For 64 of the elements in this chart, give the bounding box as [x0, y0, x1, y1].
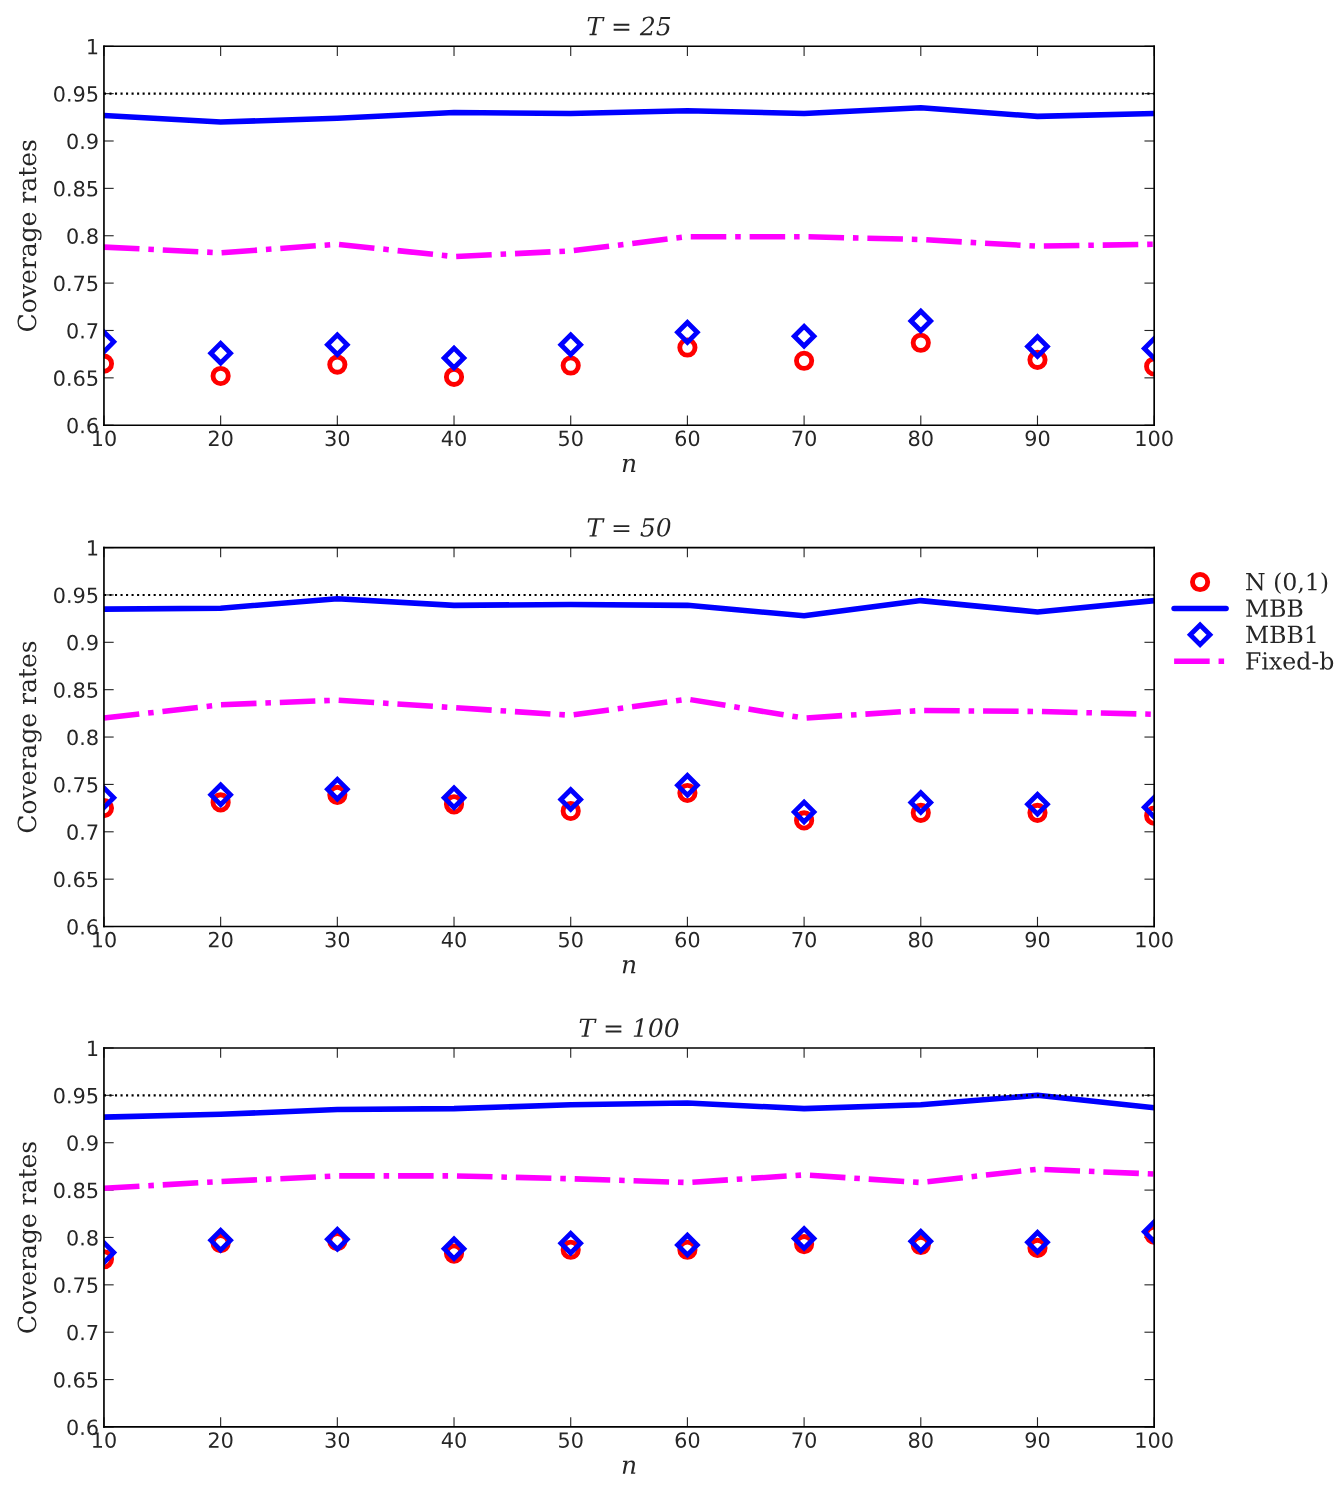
x-tick-label: 90 — [1025, 1432, 1050, 1448]
y-tick-label: 0.7 — [67, 824, 98, 840]
y-tick-label: 0.95 — [54, 587, 98, 604]
y-tick-label: 0.75 — [54, 275, 98, 292]
x-tick-label: 50 — [559, 1432, 583, 1448]
y-tick-label: 0.7 — [67, 1324, 98, 1341]
y-tick-label: 0.75 — [54, 1277, 98, 1294]
x-tick-label: 50 — [559, 430, 583, 447]
x-tick-label: 100 — [1136, 430, 1173, 447]
x-tick-label: 20 — [208, 1432, 233, 1448]
x-tick-label: 30 — [325, 430, 350, 447]
y-tick-label: 0.9 — [67, 1135, 98, 1151]
y-tick-label: 1 — [88, 1040, 98, 1056]
legend-label: MBB — [1246, 599, 1303, 617]
x-tick-label: 80 — [908, 430, 933, 447]
y-axis-title: Coverage rates — [17, 641, 42, 833]
y-tick-label: 0.8 — [67, 228, 98, 244]
y-tick-label: 0.65 — [54, 1372, 98, 1388]
x-tick-label: 80 — [908, 931, 933, 948]
x-tick-label: 40 — [441, 430, 466, 447]
x-tick-label: 90 — [1025, 931, 1050, 948]
y-tick-label: 0.9 — [67, 634, 98, 651]
legend-label: Fixed-b — [1246, 651, 1334, 670]
x-tick-label: 20 — [208, 430, 233, 447]
x-tick-label: 70 — [792, 1432, 816, 1448]
legend-label: MBB1 — [1246, 625, 1316, 644]
x-tick-label: 100 — [1136, 931, 1173, 948]
x-axis-title: n — [622, 458, 636, 473]
x-axis-title: n — [622, 960, 636, 974]
x-tick-label: 70 — [792, 430, 816, 447]
legend-label: N (0,1) — [1246, 572, 1328, 594]
chart-title: T = 100 — [579, 1018, 679, 1038]
x-tick-label: 80 — [908, 1432, 933, 1448]
y-tick-label: 0.8 — [67, 729, 98, 746]
x-axis-title: n — [622, 1460, 636, 1474]
chart-title: T = 50 — [587, 517, 671, 537]
y-axis-title: Coverage rates — [17, 140, 42, 331]
x-tick-label: 60 — [675, 430, 700, 447]
y-tick-label: 0.9 — [67, 133, 98, 150]
x-tick-label: 40 — [441, 931, 466, 948]
y-tick-label: 0.95 — [54, 86, 98, 102]
chart-title: T = 25 — [587, 16, 671, 36]
y-axis-title: Coverage rates — [17, 1142, 42, 1333]
y-tick-label: 0.85 — [54, 180, 98, 197]
x-tick-label: 90 — [1025, 430, 1050, 447]
y-tick-label: 0.65 — [54, 871, 98, 888]
y-tick-label: 0.75 — [54, 776, 98, 793]
x-tick-label: 30 — [325, 1432, 350, 1448]
y-tick-label: 1 — [88, 38, 98, 55]
x-tick-label: 40 — [441, 1432, 466, 1448]
x-tick-label: 60 — [675, 1432, 700, 1448]
x-tick-label: 70 — [792, 931, 816, 948]
x-tick-label: 100 — [1136, 1432, 1173, 1448]
y-tick-label: 0.85 — [54, 1182, 98, 1199]
y-tick-label: 0.65 — [54, 370, 98, 387]
x-tick-label: 50 — [559, 931, 583, 948]
y-tick-label: 1 — [88, 540, 98, 556]
x-tick-label: 30 — [325, 931, 350, 948]
y-tick-label: 0.95 — [54, 1087, 98, 1104]
y-tick-label: 0.8 — [67, 1229, 98, 1246]
y-tick-label: 0.7 — [67, 322, 98, 339]
y-tick-label: 0.85 — [54, 682, 98, 698]
x-tick-label: 20 — [208, 931, 233, 948]
x-tick-label: 60 — [675, 931, 700, 948]
